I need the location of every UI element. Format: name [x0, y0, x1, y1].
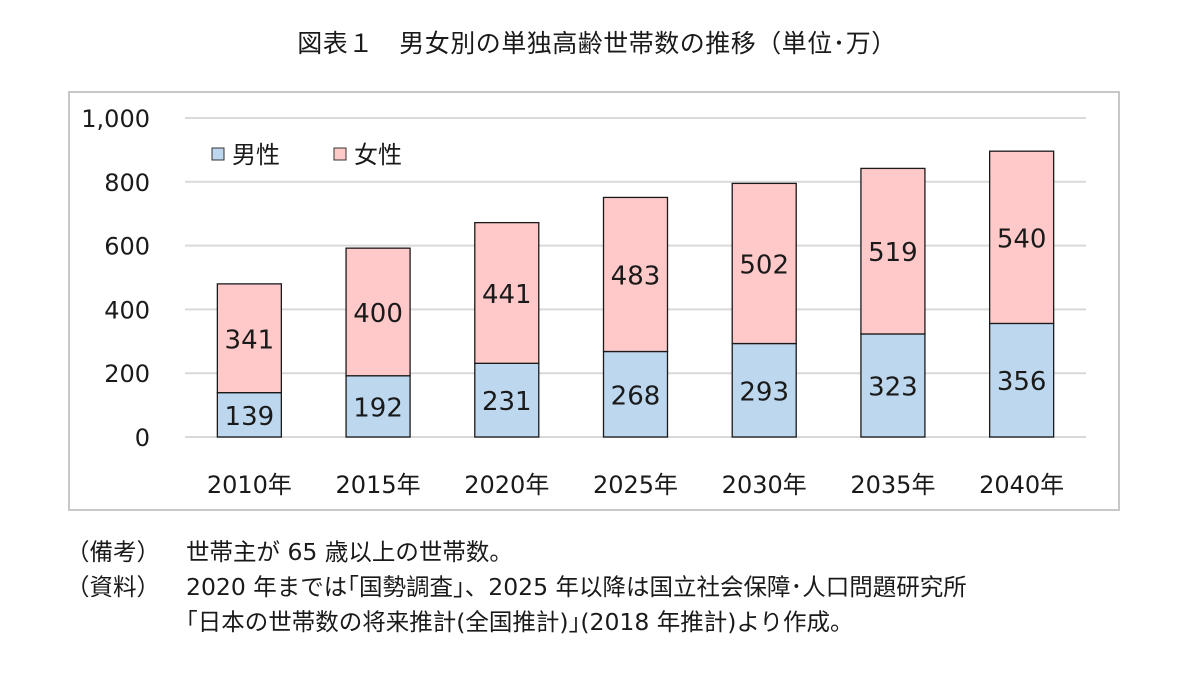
x-tick-label: 2025年: [593, 471, 678, 499]
data-label: 293: [739, 377, 789, 407]
bar-segment-female: [602, 196, 669, 353]
bar-segment-female: [731, 182, 797, 345]
bar-segment-male: [602, 350, 669, 438]
note-source-label: （資料）: [66, 573, 160, 601]
data-label: 341: [225, 325, 275, 355]
note-remarks-label: （備考）: [66, 538, 160, 566]
y-tick-label: 0: [135, 424, 150, 452]
x-tick-label: 2015年: [336, 471, 421, 499]
legend-label-male: 男性: [232, 141, 280, 169]
bar-segment-male: [988, 322, 1055, 438]
note-remarks: （備考） 世帯主が 65 歳以上の世帯数。: [66, 535, 967, 570]
data-label: 483: [611, 261, 661, 291]
notes: （備考） 世帯主が 65 歳以上の世帯数。 （資料） 2020 年までは｢国勢調…: [66, 535, 967, 640]
data-label: 441: [482, 280, 532, 310]
bar-segment-female: [474, 221, 540, 364]
y-tick-label: 600: [104, 233, 150, 261]
x-tick-label: 2020年: [464, 471, 549, 499]
note-source-text: 2020 年までは｢国勢調査｣、2025 年以降は国立社会保障･人口問題研究所 …: [186, 573, 967, 636]
legend-swatch-male: [211, 147, 225, 161]
chart-frame: [68, 91, 1120, 511]
data-label: 400: [353, 299, 403, 329]
bar-segment-female: [860, 167, 926, 335]
data-label: 231: [482, 387, 532, 417]
data-label: 192: [353, 393, 403, 423]
bar-segment-female: [345, 247, 411, 377]
y-tick-label: 400: [104, 296, 150, 324]
note-remarks-text: 世帯主が 65 歳以上の世帯数。: [186, 538, 513, 566]
x-tick-label: 2030年: [722, 471, 807, 499]
y-tick-label: 1,000: [81, 105, 150, 133]
data-label: 139: [225, 402, 275, 432]
y-tick-label: 200: [104, 360, 150, 388]
y-tick-label: 800: [104, 169, 150, 197]
data-label: 540: [997, 224, 1047, 254]
bar-segment-female: [216, 283, 283, 394]
data-label: 323: [868, 372, 918, 402]
x-tick-label: 2040年: [979, 471, 1064, 499]
data-label: 519: [868, 238, 918, 268]
legend-label-female: 女性: [354, 141, 402, 169]
bar-segment-female: [988, 150, 1055, 325]
x-tick-label: 2010年: [207, 471, 292, 499]
legend-swatch-female: [333, 147, 347, 161]
bar-segment-male: [345, 375, 411, 438]
x-tick-label: 2035年: [850, 471, 935, 499]
data-label: 502: [739, 250, 789, 280]
data-label: 268: [611, 381, 661, 411]
note-source: （資料） 2020 年までは｢国勢調査｣、2025 年以降は国立社会保障･人口問…: [66, 570, 967, 640]
bar-segment-male: [731, 342, 797, 438]
bar-segment-male: [216, 392, 283, 438]
data-label: 356: [997, 367, 1047, 397]
bar-segment-male: [474, 362, 540, 438]
chart-title: 図表１ 男女別の単独高齢世帯数の推移（単位･万）: [297, 29, 897, 58]
